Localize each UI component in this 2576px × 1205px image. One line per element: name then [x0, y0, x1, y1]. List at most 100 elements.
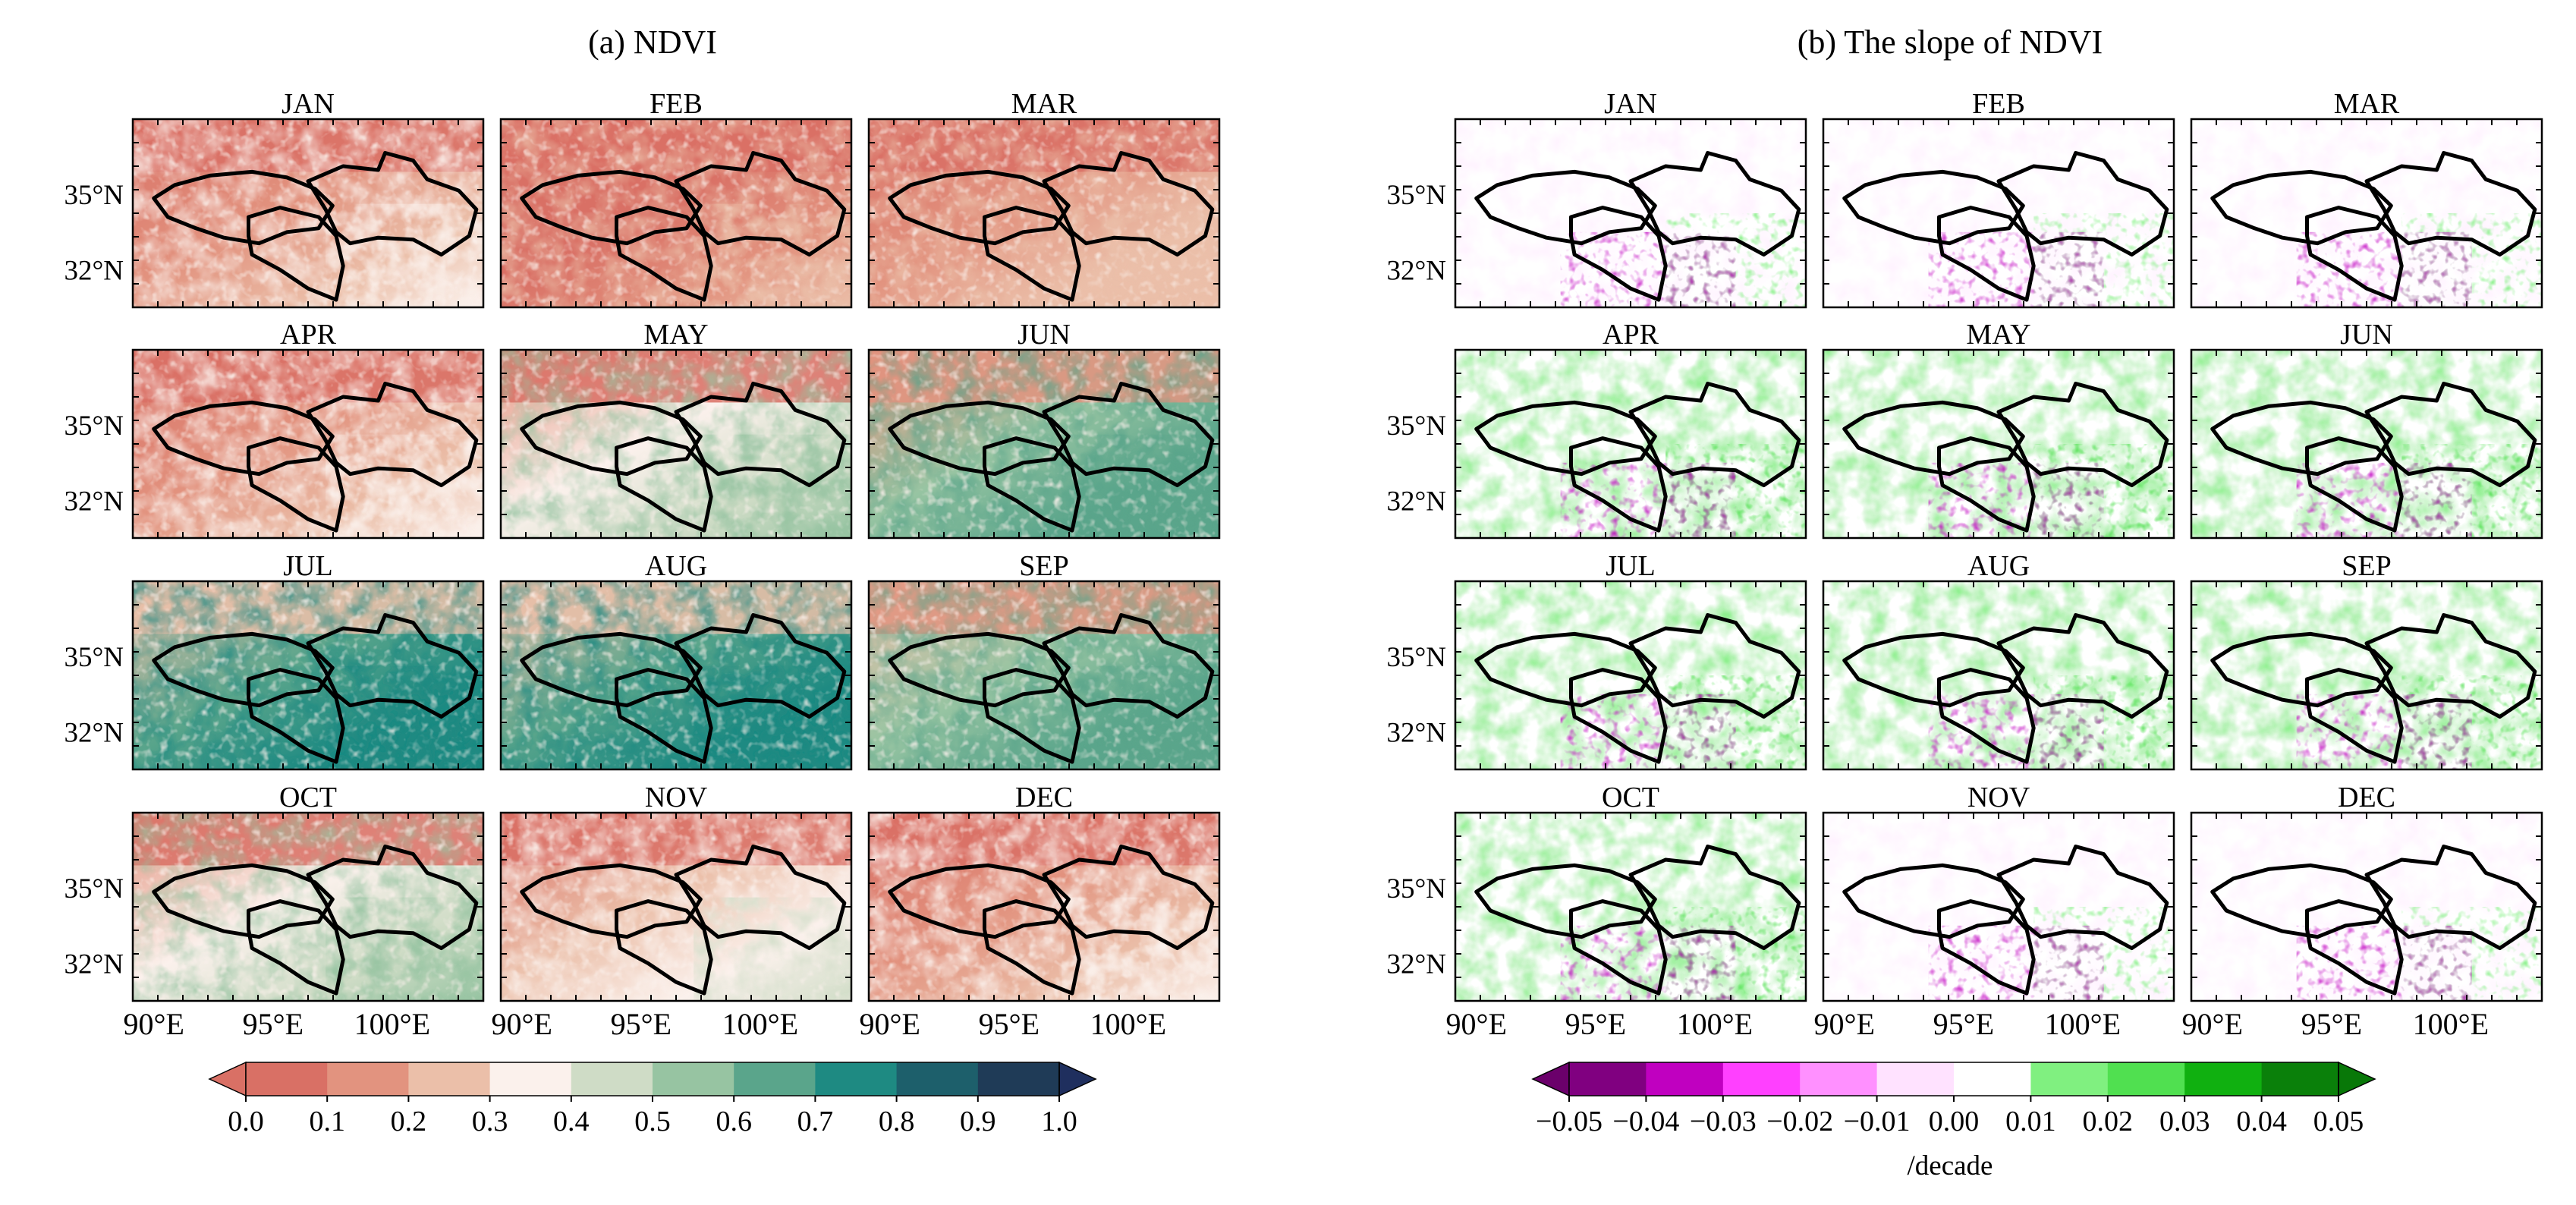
basin-outline — [1569, 899, 1668, 996]
basin-outline — [306, 845, 479, 951]
basin-outline — [2364, 613, 2537, 719]
map-ticks — [1455, 119, 1806, 307]
basin-outline — [615, 206, 713, 302]
lat-label: 32°N — [1386, 949, 1446, 980]
month-label: OCT — [279, 782, 337, 813]
map-ticks — [501, 119, 851, 307]
lat-label: 35°N — [1386, 642, 1446, 673]
lon-label: 100°E — [2045, 1007, 2121, 1041]
month-label: AUG — [645, 550, 707, 582]
basin-outline — [1628, 613, 1801, 719]
ndvi-map-feb: FEB — [499, 88, 853, 309]
basin-outline — [1474, 400, 1657, 477]
month-label: MAY — [1966, 319, 2030, 351]
basin-outline — [247, 436, 345, 533]
basin-outline — [2210, 631, 2393, 708]
month-label: JAN — [1604, 88, 1657, 120]
colorbar-tick-label: −0.03 — [1690, 1106, 1757, 1137]
basin-outline — [1042, 613, 1215, 719]
basin-outline — [674, 151, 847, 257]
month-label: FEB — [650, 88, 703, 120]
lon-label: 95°E — [611, 1007, 672, 1041]
basin-outline — [888, 169, 1071, 246]
month-label: JUL — [283, 550, 332, 582]
lon-label: 100°E — [722, 1007, 798, 1041]
basin-outline — [1937, 206, 2036, 302]
colorbar-tick-label: 0.4 — [553, 1106, 590, 1137]
colorbar-swatch — [2261, 1062, 2339, 1096]
basin-outline — [1842, 631, 2025, 708]
lat-label: 32°N — [64, 717, 124, 748]
basin-outline — [615, 436, 713, 533]
basin-outline — [983, 899, 1081, 996]
basin-outline — [1569, 436, 1668, 533]
colorbar-tick-label: −0.05 — [1536, 1106, 1603, 1137]
basin-outline — [1474, 169, 1657, 246]
lon-label: 100°E — [1090, 1007, 1166, 1041]
basin-outline — [2364, 382, 2537, 488]
colorbar-tick-label: 0.04 — [2236, 1106, 2287, 1137]
colorbar-tick-label: 0.3 — [472, 1106, 508, 1137]
map-grid: JAN 35°N 32°N JAN 35°N 32°N FEB FEB MAR MAR APR 35°… — [64, 88, 2543, 1041]
colorbar-tick-label: 0.8 — [879, 1106, 915, 1137]
basin-outline — [615, 899, 713, 996]
basin-outline — [306, 382, 479, 488]
ndvi-map-apr: APR 35°N 32°N — [64, 319, 485, 540]
colorbar-tick-label: −0.01 — [1844, 1106, 1911, 1137]
basin-outline — [306, 613, 479, 719]
basin-outline — [888, 400, 1071, 477]
colorbar-tick-label: 1.0 — [1041, 1106, 1077, 1137]
slope-map-jun: JUN — [2190, 319, 2543, 540]
month-label: MAR — [2334, 88, 2400, 120]
slope-map-dec: DEC 90°E 95°E 100°E — [2182, 782, 2543, 1041]
colorbar-swatch — [1800, 1062, 1878, 1096]
basin-outline — [2305, 206, 2404, 302]
month-label: SEP — [2342, 550, 2391, 582]
map-ticks — [1823, 119, 2174, 307]
basin-outline — [888, 863, 1071, 939]
basin-outline — [2364, 845, 2537, 951]
map-ticks — [1455, 350, 1806, 538]
basin-outline — [983, 206, 1081, 302]
basin-outline — [247, 668, 345, 764]
colorbar-swatch — [2107, 1062, 2185, 1096]
basin-outline — [2364, 151, 2537, 257]
lon-label: 90°E — [124, 1007, 184, 1041]
map-ticks — [1823, 581, 2174, 769]
map-ticks — [1823, 350, 2174, 538]
ndvi-map-aug: AUG — [499, 550, 853, 771]
basin-outline — [2210, 169, 2393, 246]
map-ticks — [869, 813, 1219, 1001]
ndvi-map-nov: NOV 90°E 95°E 100°E — [492, 782, 853, 1041]
colorbar-swatch — [1954, 1062, 2031, 1096]
basin-outline — [674, 845, 847, 951]
slope-map-oct: OCT 35°N 32°N90°E 95°E 100°E — [1386, 782, 1807, 1041]
ndvi-map-sep: SEP — [867, 550, 1221, 771]
lon-label: 95°E — [2301, 1007, 2362, 1041]
month-label: NOV — [1967, 782, 2030, 813]
lon-label: 95°E — [1933, 1007, 1994, 1041]
month-label: SEP — [1019, 550, 1068, 582]
basin-outline — [2210, 400, 2393, 477]
basin-outline — [520, 631, 703, 708]
basin-outline — [1996, 613, 2169, 719]
colorbar-swatch — [2030, 1062, 2109, 1096]
colorbar-swatch — [2184, 1062, 2263, 1096]
basin-outline — [888, 631, 1071, 708]
colorbar-swatch — [1876, 1062, 1955, 1096]
colorbar-swatch — [489, 1062, 572, 1096]
lat-label: 35°N — [64, 411, 124, 442]
panel-b-title: (b) The slope of NDVI — [1797, 24, 2103, 61]
basin-outline — [1628, 151, 1801, 257]
map-ticks — [1455, 813, 1806, 1001]
basin-outline — [1842, 400, 2025, 477]
colorbar-under-arrow — [1531, 1061, 1570, 1097]
basin-outline — [520, 169, 703, 246]
colorbar-over-arrow — [1058, 1061, 1097, 1097]
map-ticks — [2191, 813, 2542, 1001]
colorbar-swatch — [571, 1062, 653, 1096]
map-ticks — [1455, 581, 1806, 769]
basin-outline — [674, 613, 847, 719]
lat-label: 32°N — [1386, 717, 1446, 748]
month-label: AUG — [1967, 550, 2030, 582]
